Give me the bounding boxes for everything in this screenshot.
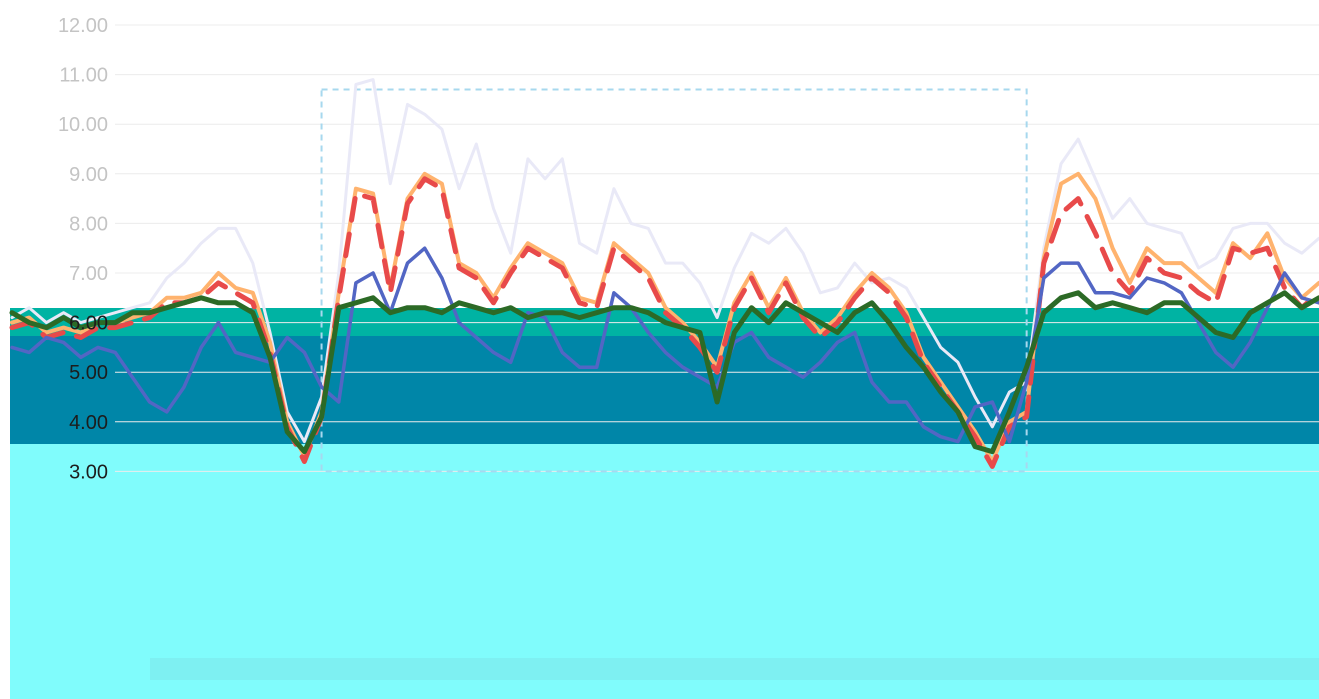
y-tick-label: 12.00	[58, 15, 108, 37]
y-tick-label: 4.00	[69, 412, 108, 434]
y-tick-label: 6.00	[69, 313, 108, 335]
y-tick-label: 10.00	[58, 114, 108, 136]
series-layer	[9, 78, 1319, 469]
series-line-3	[9, 176, 1319, 469]
band-blue	[10, 336, 1319, 444]
y-tick-label: 9.00	[69, 164, 108, 186]
series-line-1	[10, 78, 1319, 444]
y-tick-label: 5.00	[69, 362, 108, 384]
y-tick-label: 11.00	[59, 65, 108, 87]
band-strip	[150, 658, 1319, 680]
series-line-5	[9, 290, 1319, 455]
series-line-4	[10, 246, 1319, 444]
y-axis-ticks: 3.00 4.00 5.00 6.00 7.00 8.00 9.00 10.00 11.00 12…	[58, 15, 108, 483]
band-cyan	[10, 444, 1319, 699]
series-line-2	[10, 171, 1319, 464]
y-tick-label: 8.00	[69, 213, 108, 235]
y-tick-label: 7.00	[69, 263, 108, 285]
highlight-region	[320, 88, 1028, 473]
y-tick-label: 3.00	[69, 461, 108, 483]
